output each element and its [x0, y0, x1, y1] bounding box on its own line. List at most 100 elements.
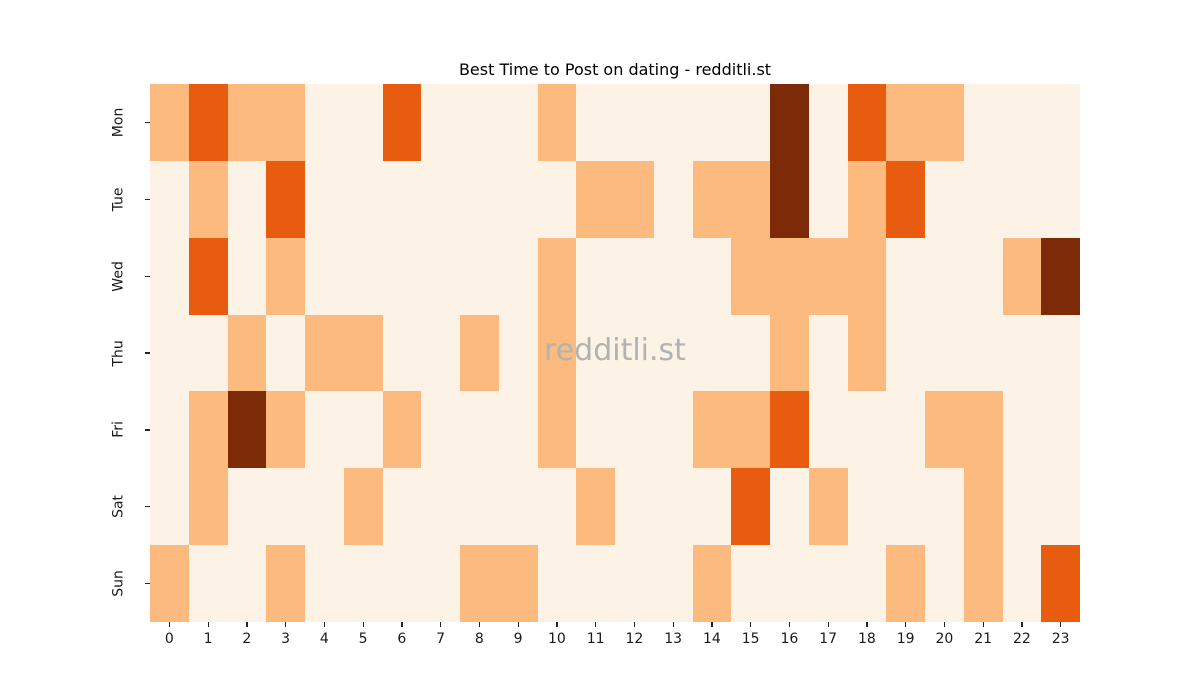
heatmap-cell	[692, 237, 732, 315]
y-tick	[145, 429, 150, 431]
x-axis-slot: 6	[383, 622, 422, 656]
heatmap-cell	[653, 237, 693, 315]
heatmap-cell	[498, 545, 538, 622]
heatmap-cell	[537, 160, 577, 238]
heatmap-cell	[808, 84, 848, 161]
x-tick-label: 14	[702, 631, 721, 647]
heatmap-cell	[460, 160, 499, 238]
x-tick-label: 12	[625, 631, 644, 647]
heatmap-cell	[731, 314, 770, 392]
x-axis-slot: 1	[189, 622, 228, 656]
heatmap-cell	[770, 314, 809, 392]
heatmap-cell	[963, 468, 1003, 546]
heatmap-grid	[150, 84, 1080, 622]
heatmap-cell	[343, 314, 383, 392]
heatmap-cell	[498, 391, 538, 469]
heatmap-cell	[770, 545, 809, 622]
x-tick	[285, 622, 287, 627]
y-tick	[145, 198, 150, 200]
x-axis-slot: 11	[576, 622, 615, 656]
heatmap-cell	[498, 314, 538, 392]
heatmap-cell	[615, 314, 654, 392]
x-tick	[595, 622, 597, 627]
heatmap-cell	[382, 314, 422, 392]
heatmap-cell	[615, 391, 654, 469]
heatmap-cell	[537, 545, 577, 622]
heatmap-cell	[188, 314, 228, 392]
heatmap-cell	[653, 84, 693, 161]
x-tick-label: 19	[896, 631, 915, 647]
heatmap-cell	[847, 84, 887, 161]
x-axis-slot: 12	[615, 622, 654, 656]
x-tick-label: 2	[242, 631, 252, 647]
heatmap-cell	[498, 84, 538, 161]
chart-title: Best Time to Post on dating - redditli.s…	[458, 60, 772, 79]
heatmap-cell	[847, 160, 887, 238]
heatmap-cell	[460, 391, 499, 469]
heatmap-cell	[305, 545, 344, 622]
x-tick	[672, 622, 674, 627]
heatmap-cell	[382, 468, 422, 546]
x-axis-slot: 0	[150, 622, 189, 656]
x-axis-slot: 8	[460, 622, 499, 656]
x-tick-label: 9	[513, 631, 523, 647]
x-tick	[827, 622, 829, 627]
x-tick	[633, 622, 636, 627]
heatmap-cell	[925, 391, 964, 469]
heatmap-cell	[770, 468, 809, 546]
heatmap-cell	[1041, 160, 1080, 238]
heatmap-cell	[460, 468, 499, 546]
heatmap-cell	[576, 237, 615, 315]
heatmap-cell	[1002, 391, 1042, 469]
heatmap-cell	[537, 237, 577, 315]
heatmap-cell	[1002, 84, 1042, 161]
heatmap-cell	[343, 545, 383, 622]
heatmap-cell	[1002, 237, 1042, 315]
heatmap-cell	[227, 237, 267, 315]
heatmap-cell	[692, 84, 732, 161]
heatmap-cell	[150, 545, 189, 622]
y-tick	[145, 275, 150, 277]
x-axis-slot: 4	[305, 622, 344, 656]
heatmap-cell	[266, 391, 305, 469]
heatmap-cell	[925, 160, 964, 238]
x-tick	[478, 622, 481, 627]
x-tick	[168, 622, 171, 627]
heatmap-cell	[305, 391, 344, 469]
heatmap-cell	[731, 237, 770, 315]
heatmap-cell	[886, 160, 925, 238]
heatmap-cell	[808, 160, 848, 238]
heatmap-cell	[343, 84, 383, 161]
heatmap-cell	[498, 468, 538, 546]
y-tick	[145, 582, 150, 585]
x-tick	[323, 622, 326, 627]
heatmap-cell	[615, 237, 654, 315]
heatmap-cell	[421, 84, 460, 161]
heatmap-cell	[421, 160, 460, 238]
heatmap-cell	[692, 545, 732, 622]
heatmap-cell	[382, 237, 422, 315]
x-tick-label: 1	[203, 631, 213, 647]
heatmap-cell	[421, 314, 460, 392]
heatmap-cell	[847, 545, 887, 622]
heatmap-cell	[382, 545, 422, 622]
heatmap-cell	[808, 391, 848, 469]
heatmap-cell	[925, 545, 964, 622]
heatmap-cell	[770, 391, 809, 469]
x-tick	[1060, 622, 1062, 627]
x-tick	[517, 622, 519, 627]
heatmap-cell	[1041, 468, 1080, 546]
heatmap-cell	[770, 237, 809, 315]
x-tick	[401, 622, 403, 627]
x-axis-slot: 15	[731, 622, 770, 656]
x-tick-label: 22	[1012, 631, 1031, 647]
x-tick	[866, 622, 868, 627]
x-tick	[246, 622, 248, 627]
heatmap-cell	[188, 391, 228, 469]
y-axis-slot: Tue	[100, 161, 150, 238]
heatmap-cell	[576, 160, 615, 238]
heatmap-cell	[731, 545, 770, 622]
heatmap-cell	[537, 84, 577, 161]
x-tick	[943, 622, 946, 627]
